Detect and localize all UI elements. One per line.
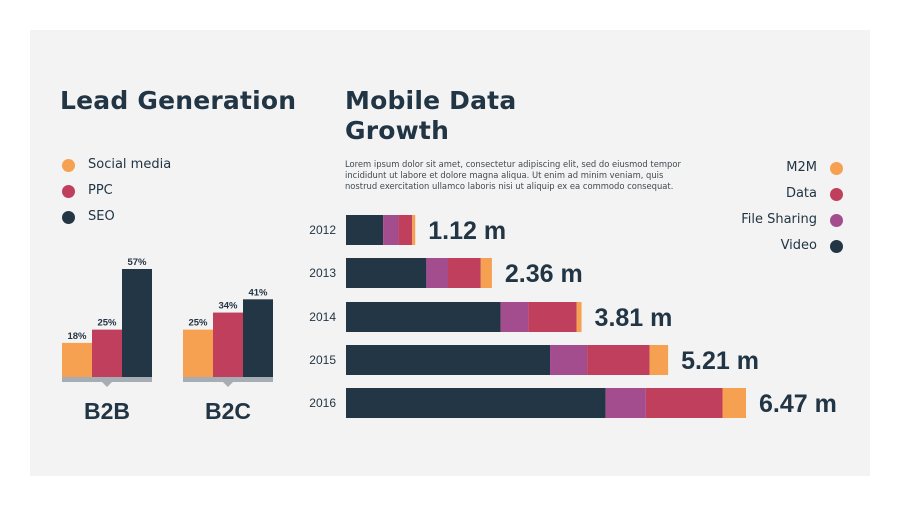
stack-segment-video	[346, 258, 427, 288]
legend-label: Data	[785, 186, 817, 201]
lead-bar-b2b-seo	[122, 269, 152, 377]
lead-bar-b2b-social-media	[62, 342, 92, 377]
year-label: 2015	[309, 353, 336, 367]
lead-group-label: B2C	[205, 398, 251, 424]
year-label: 2013	[309, 266, 336, 280]
mobile-data-growth-title: Mobile Data Growth	[345, 86, 517, 145]
stack-segment-video	[346, 345, 551, 375]
legend-label: SEO	[88, 209, 115, 224]
lead-bar-value-label: 25%	[188, 318, 208, 329]
total-value-label: 6.47 m	[759, 390, 837, 418]
year-label: 2016	[309, 396, 336, 410]
lead-bar-value-label: 25%	[97, 318, 117, 329]
year-label: 2014	[309, 310, 336, 324]
lead-bar-b2c-seo	[243, 299, 273, 377]
stack-segment-m2m	[649, 345, 669, 375]
video-swatch	[830, 240, 843, 253]
lead-bar-b2c-ppc	[213, 312, 243, 377]
lead-baseline	[183, 377, 273, 382]
stack-segment-data	[448, 258, 481, 288]
total-value-label: 3.81 m	[595, 304, 673, 332]
total-value-label: 2.36 m	[505, 260, 583, 288]
lead-baseline	[62, 377, 152, 382]
stack-segment-file-sharing	[426, 258, 449, 288]
lead-bar-value-label: 41%	[248, 287, 268, 298]
lead-baseline-pointer	[102, 382, 112, 387]
stack-segment-m2m	[576, 302, 582, 332]
file-sharing-swatch	[830, 214, 843, 227]
legend-label: File Sharing	[741, 212, 817, 227]
lead-bar-value-label: 18%	[67, 331, 87, 342]
legend-label: M2M	[786, 160, 817, 175]
stack-segment-m2m	[722, 388, 746, 418]
stack-segment-data	[528, 302, 577, 332]
year-label: 2012	[309, 223, 336, 237]
legend-label: PPC	[88, 183, 113, 198]
lead-bar-b2c-social-media	[183, 329, 213, 377]
mobile-description: Lorem ipsum dolor sit amet, consectetur …	[345, 159, 681, 191]
ppc-swatch	[62, 185, 75, 198]
social-media-swatch	[62, 159, 75, 172]
stack-segment-file-sharing	[500, 302, 529, 332]
stack-segment-file-sharing	[383, 215, 399, 245]
stack-segment-file-sharing	[550, 345, 588, 375]
stack-segment-video	[346, 215, 384, 245]
legend-label: Social media	[88, 157, 172, 172]
lead-legend: Social media PPC SEO	[62, 157, 262, 229]
lead-bar-value-label: 57%	[127, 257, 147, 268]
stack-segment-data	[645, 388, 723, 418]
total-value-label: 1.12 m	[428, 217, 506, 245]
lead-generation-title: Lead Generation	[60, 86, 297, 115]
seo-swatch	[62, 211, 75, 224]
lead-baseline-pointer	[223, 382, 233, 387]
mobile-legend: M2M Data File Sharing Video	[700, 160, 843, 257]
stack-segment-m2m	[480, 258, 492, 288]
m2m-swatch	[830, 162, 843, 175]
stack-segment-video	[346, 302, 501, 332]
lead-group-label: B2B	[84, 398, 130, 424]
stack-segment-file-sharing	[605, 388, 646, 418]
stack-segment-m2m	[412, 215, 416, 245]
total-value-label: 5.21 m	[681, 347, 759, 375]
stack-segment-video	[346, 388, 606, 418]
legend-label: Video	[780, 238, 817, 253]
lead-bar-b2b-ppc	[92, 329, 122, 377]
data-swatch	[830, 188, 843, 201]
lead-bar-value-label: 34%	[218, 301, 238, 312]
stack-segment-data	[587, 345, 650, 375]
stack-segment-data	[398, 215, 413, 245]
